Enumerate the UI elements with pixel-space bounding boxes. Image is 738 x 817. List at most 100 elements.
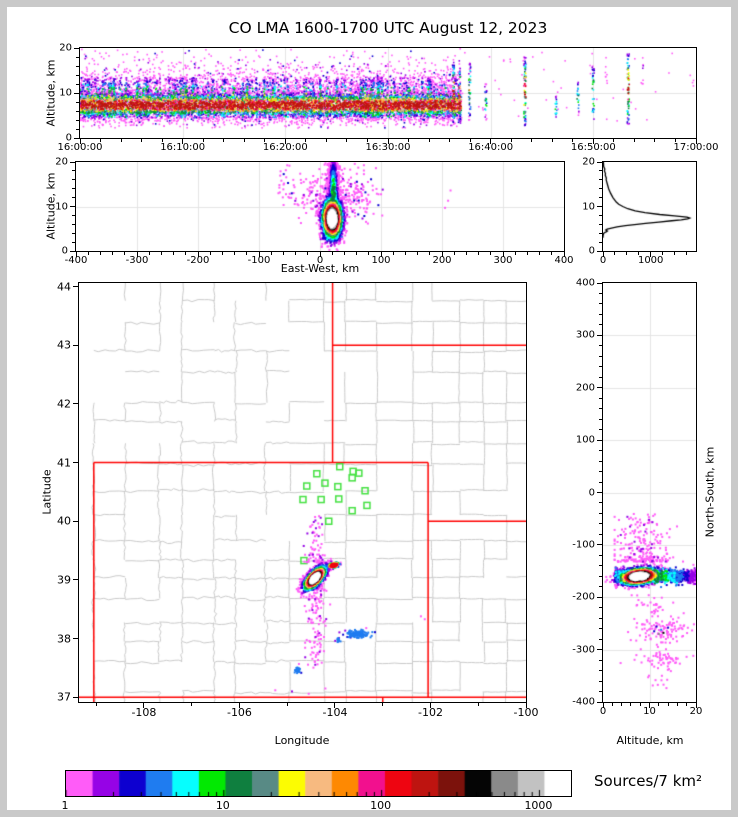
colorbar	[65, 770, 572, 797]
x-tick-label: 0	[599, 255, 607, 266]
axis-tick	[441, 252, 443, 257]
axis-tick	[356, 252, 358, 255]
axis-tick	[72, 179, 75, 181]
y-tick-label: 20	[582, 156, 595, 168]
axis-tick	[72, 232, 75, 234]
x-tick-label: -102	[418, 706, 443, 719]
axis-tick	[112, 252, 114, 255]
north_south-canvas	[603, 283, 696, 702]
east-west-xlabel: East-West, km	[280, 262, 360, 275]
axis-tick	[599, 223, 602, 225]
x-tick-label: 16:30:00	[365, 142, 411, 153]
x-tick-label: 16:20:00	[262, 142, 308, 153]
y-tick-label: 10	[582, 201, 595, 212]
axis-tick	[525, 703, 527, 708]
axis-tick	[599, 575, 602, 577]
axis-tick	[599, 680, 602, 682]
y-tick-label: 300	[575, 329, 595, 341]
axis-tick	[599, 241, 602, 243]
axis-tick	[667, 703, 669, 706]
axis-tick	[70, 161, 75, 163]
axis-tick	[73, 403, 78, 405]
x-tick-label: -100	[513, 706, 539, 719]
panel-east_west: -400 -300 -200 -100 0 100 200 300 400 0 10 20	[55, 157, 573, 267]
map-ylabel: Latitude	[40, 469, 54, 515]
axis-tick	[599, 523, 602, 525]
axis-tick	[599, 214, 602, 216]
axis-tick	[124, 252, 126, 255]
axis-tick	[202, 139, 204, 142]
y-tick-label: 10	[55, 201, 68, 212]
panel-north_south: 0 10 20 400 300 200 100 0 -100 -200 -300 -400	[572, 278, 702, 718]
x-tick-label: -108	[131, 706, 157, 719]
axis-tick	[658, 703, 660, 706]
axis-tick	[72, 214, 75, 216]
axis-tick	[630, 703, 632, 706]
axis-tick	[429, 703, 431, 708]
y-tick-label: 43	[57, 338, 71, 352]
x-tick-label: 16:00:00	[57, 142, 103, 153]
axis-tick	[599, 324, 602, 326]
axis-tick	[599, 502, 602, 504]
axis-tick	[197, 252, 199, 257]
axis-tick	[563, 252, 565, 257]
axis-tick	[662, 252, 664, 255]
axis-tick	[599, 670, 602, 672]
axis-tick	[599, 188, 602, 190]
axis-tick	[76, 128, 79, 130]
axis-tick	[599, 366, 602, 368]
colorbar-tick-label: 10	[215, 799, 230, 812]
figure-title: CO LMA 1600-1700 UTC August 12, 2023	[228, 19, 548, 37]
axis-tick	[74, 92, 79, 94]
axis-tick	[597, 492, 602, 493]
axis-tick	[76, 74, 79, 76]
axis-tick	[649, 703, 650, 708]
axis-tick	[408, 139, 410, 142]
colorbar-tick-label: 100	[370, 799, 392, 812]
axis-tick	[173, 252, 175, 255]
axis-tick	[73, 286, 78, 288]
axis-tick	[74, 47, 79, 49]
axis-tick	[73, 579, 78, 581]
axis-tick	[597, 161, 602, 163]
axis-tick	[428, 139, 430, 142]
axis-tick	[368, 252, 370, 255]
axis-tick	[599, 565, 602, 567]
axis-tick	[650, 252, 652, 257]
y-tick-label: -400	[572, 696, 595, 708]
y-tick-label: 20	[59, 42, 72, 54]
y-tick-label: 100	[575, 434, 595, 446]
axis-tick	[592, 139, 594, 144]
north-south-xlabel: Altitude, km	[616, 734, 684, 747]
axis-tick	[539, 252, 541, 255]
axis-tick	[599, 554, 602, 556]
axis-tick	[599, 345, 602, 347]
axis-tick	[246, 252, 248, 255]
x-tick-label: -200	[186, 255, 210, 266]
axis-tick	[599, 313, 602, 315]
axis-tick	[334, 703, 336, 708]
axis-tick	[286, 703, 288, 706]
y-tick-label: -300	[572, 644, 595, 656]
axis-tick	[100, 139, 102, 142]
axis-tick	[76, 83, 79, 85]
axis-tick	[599, 450, 602, 452]
x-tick-label: 200	[432, 255, 452, 266]
y-tick-label: 0	[588, 245, 595, 257]
axis-tick	[597, 250, 602, 252]
axis-tick	[599, 408, 602, 410]
axis-tick	[572, 139, 574, 142]
x-tick-label: 20	[689, 706, 703, 717]
axis-tick	[72, 170, 75, 172]
axis-tick	[626, 252, 628, 255]
axis-tick	[73, 520, 78, 522]
axis-tick	[143, 703, 145, 708]
axis-tick	[599, 418, 602, 420]
axis-tick	[599, 429, 602, 431]
y-tick-label: 0	[588, 487, 595, 498]
axis-tick	[602, 703, 604, 708]
axis-tick	[74, 137, 79, 139]
axis-tick	[599, 232, 602, 234]
axis-tick	[382, 703, 384, 706]
x-tick-label: 10	[643, 706, 656, 717]
